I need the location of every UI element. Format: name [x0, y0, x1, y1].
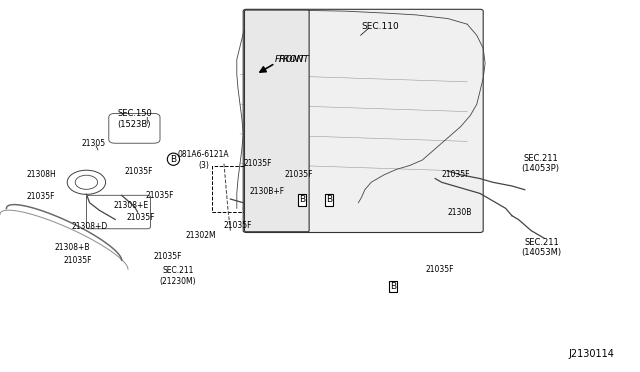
Text: 21308H: 21308H — [27, 170, 56, 179]
Text: SEC.211
(14053M): SEC.211 (14053M) — [522, 238, 562, 257]
FancyBboxPatch shape — [243, 9, 483, 232]
Text: B: B — [390, 282, 396, 291]
Text: 21035F: 21035F — [127, 213, 156, 222]
Text: 21305: 21305 — [82, 139, 106, 148]
Text: 21035F: 21035F — [442, 170, 470, 179]
Text: FRONT: FRONT — [278, 55, 309, 64]
Text: 2130B+F: 2130B+F — [250, 187, 285, 196]
Text: 21035F: 21035F — [243, 159, 272, 168]
FancyBboxPatch shape — [244, 10, 309, 232]
Text: SEC.150
(1523B): SEC.150 (1523B) — [117, 109, 152, 129]
Text: B: B — [170, 155, 177, 164]
Text: 21302M: 21302M — [186, 231, 216, 240]
Text: 21308+E: 21308+E — [114, 201, 149, 210]
Text: 21035F: 21035F — [285, 170, 314, 179]
Text: 2130B: 2130B — [448, 208, 472, 217]
Text: 21035F: 21035F — [146, 191, 175, 200]
Text: SEC.110: SEC.110 — [362, 22, 399, 31]
Text: 21035F: 21035F — [426, 265, 454, 274]
Text: 21035F: 21035F — [27, 192, 56, 201]
Text: 21035F: 21035F — [125, 167, 154, 176]
Text: B: B — [326, 195, 332, 204]
Text: J2130114: J2130114 — [568, 349, 614, 359]
Text: B: B — [299, 195, 305, 204]
Text: FRONT: FRONT — [275, 55, 306, 64]
Text: 21035F: 21035F — [224, 221, 253, 230]
Text: 21035F: 21035F — [64, 256, 93, 265]
Text: 21308+D: 21308+D — [72, 222, 108, 231]
Text: 081A6-6121A
(3): 081A6-6121A (3) — [178, 150, 230, 170]
Text: SEC.211
(21230M): SEC.211 (21230M) — [159, 266, 196, 286]
Bar — [212, 166, 264, 212]
Text: 21308+B: 21308+B — [54, 243, 90, 252]
Text: 21035F: 21035F — [154, 252, 182, 261]
Text: SEC.211
(14053P): SEC.211 (14053P) — [522, 154, 559, 173]
